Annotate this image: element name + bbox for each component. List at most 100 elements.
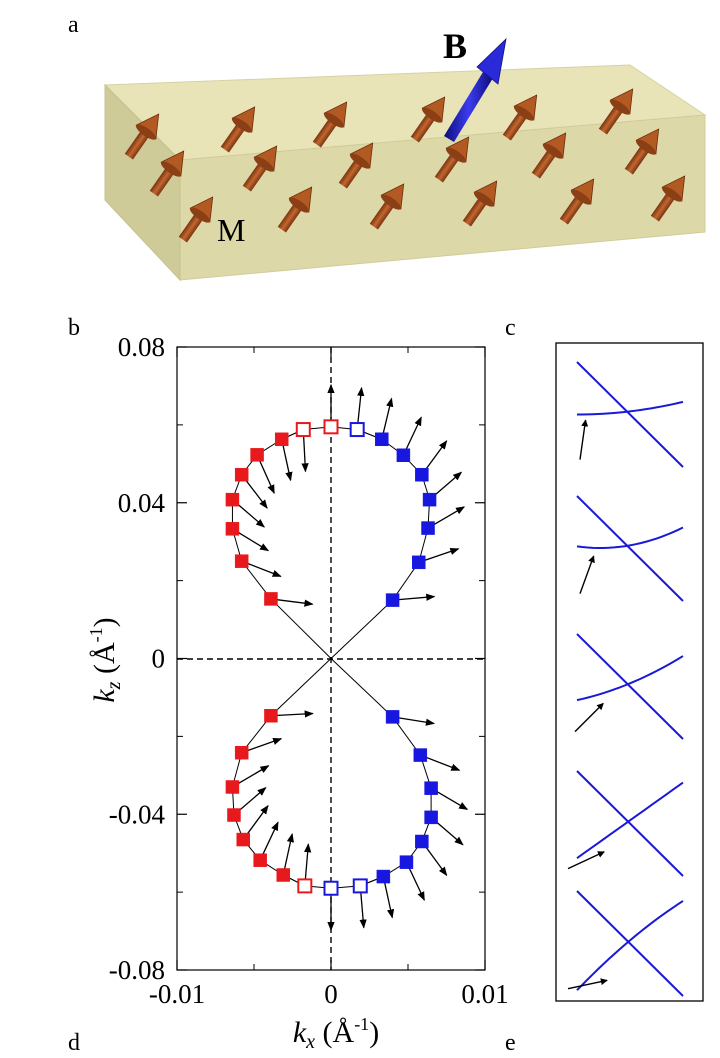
y-tick-label: -0.04 [109, 799, 166, 829]
magnetic-slab [103, 64, 707, 282]
magnetization-arrows [124, 88, 686, 243]
band-subpanel [574, 633, 684, 740]
band-line-steep [576, 890, 684, 997]
spin-arrow [392, 593, 436, 601]
data-point [375, 432, 389, 447]
panel-label-b: b [68, 315, 80, 341]
panel-label-e: e [505, 1030, 516, 1056]
magnetization-arrow [531, 132, 567, 179]
connecting-line [330, 658, 432, 887]
data-point [396, 448, 411, 462]
x-axis-label: kx (Å-1) [293, 1014, 379, 1053]
band-line-flat [576, 655, 684, 702]
panel-label-c: c [505, 315, 516, 341]
band-line-steep [576, 495, 684, 602]
magnetization-arrow [624, 128, 660, 175]
magnetization-arrow [178, 196, 214, 243]
y-tick-label: 0 [152, 644, 166, 674]
direction-arrow [579, 555, 595, 594]
data-point-open [295, 422, 311, 438]
connecting-line [231, 429, 332, 659]
data-point [399, 855, 414, 869]
direction-arrow [574, 702, 604, 733]
spin-arrows [232, 383, 469, 932]
data-point [250, 448, 264, 462]
band-subpanel [576, 361, 684, 468]
connecting-line [231, 658, 332, 887]
magnetization-arrow [277, 186, 313, 233]
data-point [385, 710, 400, 724]
data-point [236, 832, 250, 847]
data-point [225, 780, 240, 794]
magnetization-arrow [220, 106, 256, 153]
y-tick-label: -0.08 [109, 955, 165, 985]
magnetization-arrow [559, 178, 595, 225]
band-panel-frame [555, 342, 704, 1002]
magnetization-arrow [242, 145, 278, 192]
data-point [264, 708, 278, 723]
connecting-line [330, 429, 431, 659]
band-subpanel [567, 890, 684, 997]
magnetization-arrow [124, 113, 160, 160]
magnetization-arrow [338, 142, 374, 189]
band-line-flat [576, 400, 684, 416]
spin-arrow [381, 397, 394, 440]
data-point [274, 432, 289, 447]
spin-arrow [270, 710, 314, 718]
band-line-flat [576, 900, 684, 991]
data-point [412, 555, 426, 570]
band-line-flat [576, 781, 684, 859]
y-tick-label: 0.04 [118, 488, 166, 518]
x-tick-label: 0 [324, 979, 338, 1009]
data-point [253, 853, 267, 867]
magnetization-arrow [650, 175, 686, 222]
panel-label-d: d [68, 1030, 80, 1056]
data-point [415, 467, 429, 482]
data-point [385, 593, 400, 607]
data-point-open [323, 880, 339, 896]
band-panels [555, 342, 704, 1002]
band-line-flat [576, 526, 684, 549]
y-axis-label: kz (Å-1) [86, 617, 125, 702]
band-line-steep [576, 361, 684, 468]
data-point [234, 745, 249, 760]
band-subpanel [567, 770, 684, 877]
x-tick-label: 0.01 [461, 979, 508, 1009]
field-arrow [444, 37, 507, 142]
data-point [421, 521, 435, 535]
magnetization-arrow [369, 183, 405, 230]
spin-arrow [282, 833, 294, 876]
data-point-open [323, 419, 339, 435]
magnetization-arrow [312, 101, 348, 148]
band-line-steep [576, 770, 684, 877]
y-tick-label: 0.08 [118, 332, 165, 362]
data-point [422, 492, 437, 507]
spin-arrow [392, 716, 435, 726]
data-markers [225, 419, 438, 896]
data-point [225, 492, 240, 507]
data-point [424, 781, 438, 795]
direction-arrow [567, 851, 605, 870]
data-point [276, 868, 291, 882]
spin-texture-plot: 0.08 0.04 0 -0.04 -0.08-0.01 0 0.01 kz (Å-1) k… [86, 332, 509, 1053]
data-point [227, 808, 241, 822]
connecting-lines [231, 426, 432, 889]
band-subpanel [576, 495, 684, 602]
data-point [413, 748, 428, 762]
data-point [424, 810, 438, 825]
spin-arrow [270, 598, 314, 607]
magnetization-arrow [502, 94, 538, 141]
plot-tick-labels: 0.08 0.04 0 -0.04 -0.08-0.01 0 0.01 [109, 332, 509, 1009]
magnetization-label: M [217, 212, 245, 248]
panel-label-a: a [68, 12, 79, 38]
magnetization-arrow [434, 136, 470, 183]
magnetization-arrow [410, 96, 446, 143]
spin-arrow [281, 439, 293, 482]
data-point [415, 834, 429, 849]
magnetization-arrow [598, 88, 634, 135]
band-line-steep [576, 633, 684, 740]
data-point-open [349, 422, 365, 438]
data-point [376, 869, 391, 884]
data-point [225, 522, 240, 536]
